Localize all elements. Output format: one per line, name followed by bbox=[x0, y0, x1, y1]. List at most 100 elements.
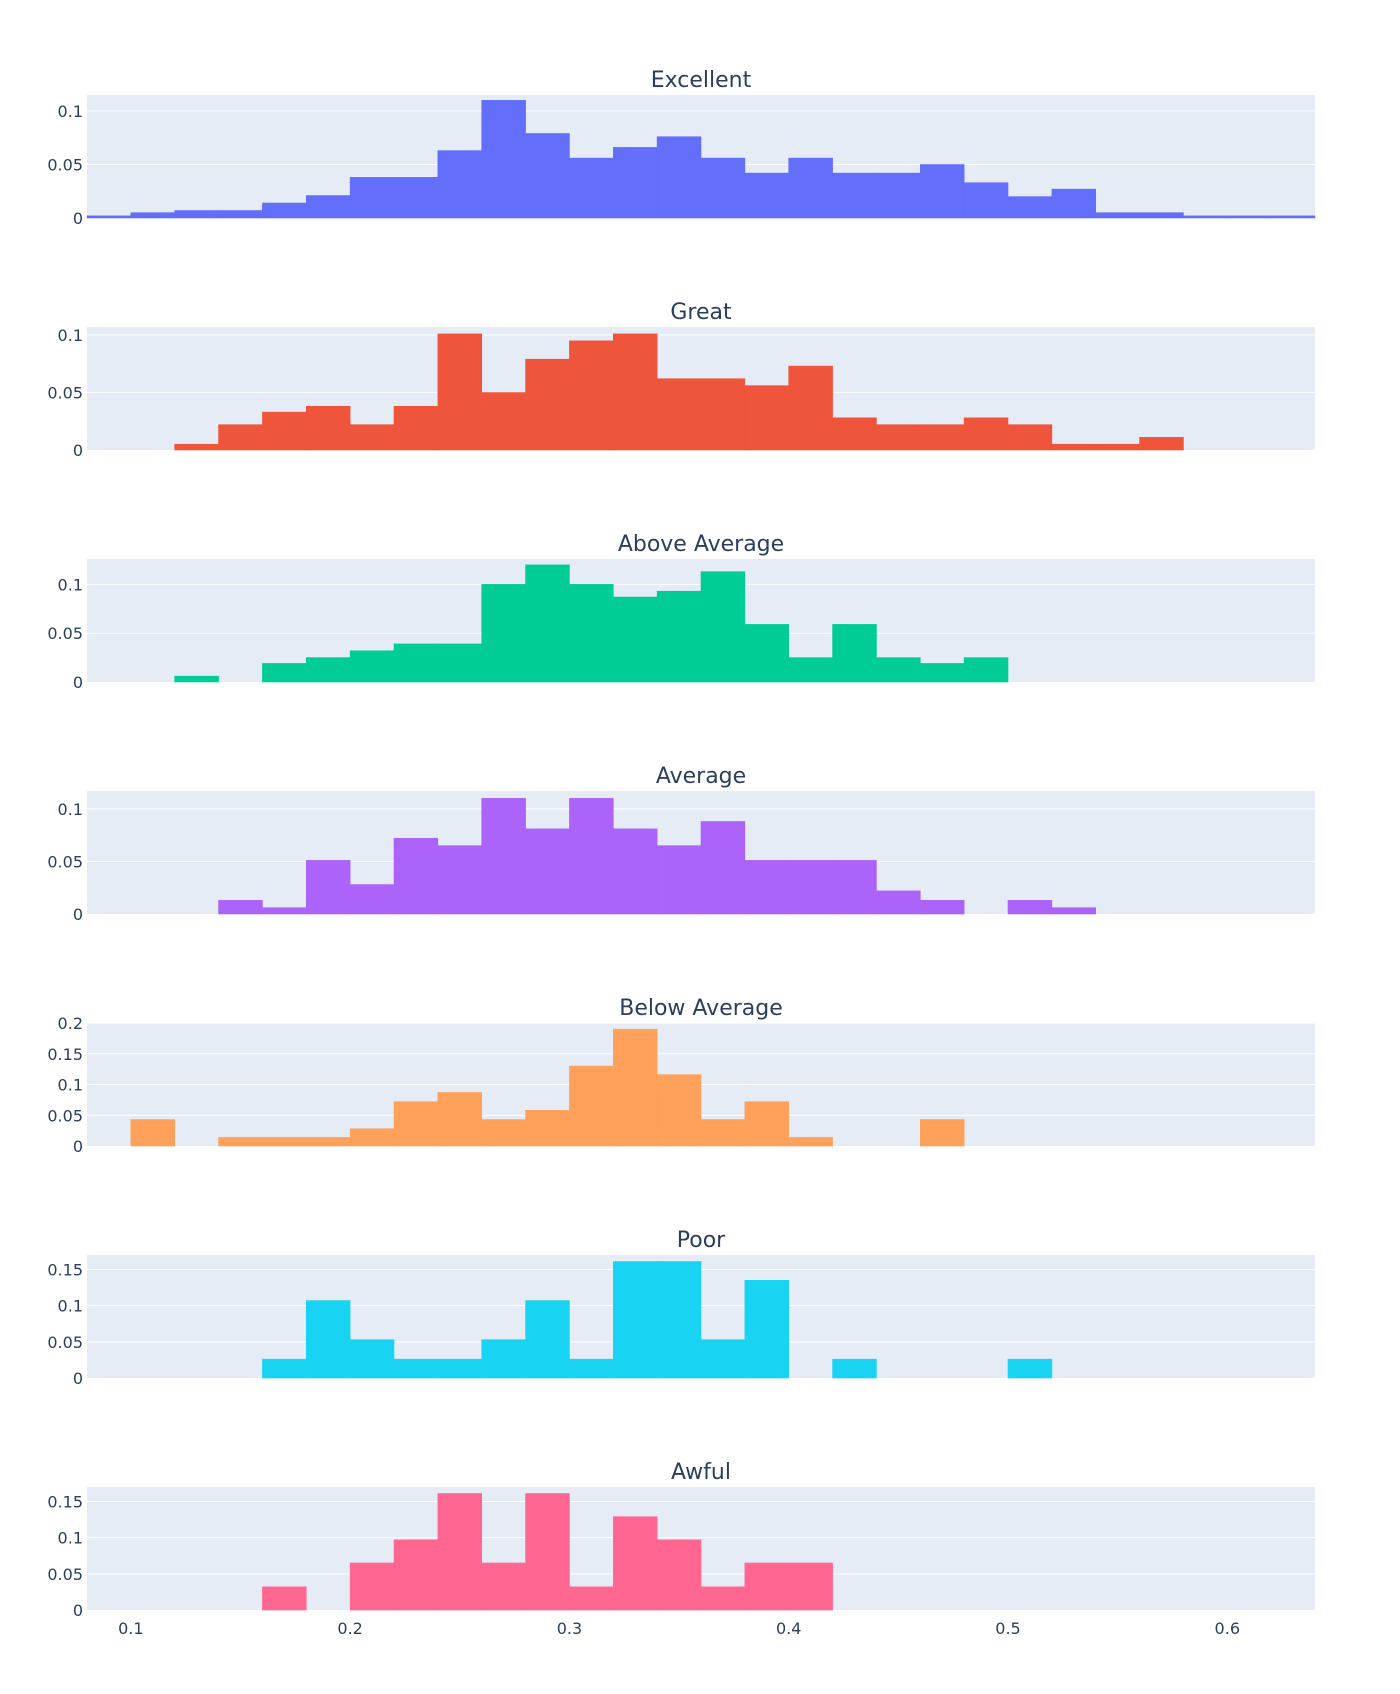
panel-excellent: 0 0.05 0.1 Excellent bbox=[47, 68, 1316, 228]
histogram-bar bbox=[525, 828, 570, 915]
histogram-bar bbox=[393, 406, 439, 451]
histogram-bar bbox=[525, 1110, 570, 1147]
histogram-bar bbox=[305, 657, 351, 683]
y-tick-label: 0 bbox=[73, 1369, 83, 1388]
histogram-bar bbox=[481, 100, 526, 219]
histogram-bar bbox=[1051, 188, 1097, 219]
histogram-bar bbox=[569, 157, 614, 219]
y-tick-label: 0 bbox=[73, 1601, 83, 1620]
histogram-bar bbox=[744, 385, 790, 451]
panel-title: Great bbox=[670, 300, 732, 325]
y-tick-label: 0.05 bbox=[47, 384, 83, 403]
histogram-bar bbox=[393, 643, 439, 683]
histogram-bar bbox=[612, 1028, 658, 1147]
histogram-bar bbox=[788, 157, 833, 219]
histogram-bar bbox=[876, 172, 921, 219]
histogram-bar bbox=[1051, 443, 1097, 451]
histogram-bar bbox=[656, 1539, 702, 1611]
histogram-bar bbox=[218, 210, 263, 219]
histogram-bar bbox=[700, 571, 746, 683]
histogram-bar bbox=[305, 860, 351, 915]
y-tick-label: 0.1 bbox=[58, 1297, 83, 1316]
histogram-bar bbox=[349, 424, 395, 451]
histogram-bar bbox=[656, 845, 702, 915]
y-tick-label: 0.1 bbox=[58, 575, 83, 594]
histogram-bar bbox=[437, 845, 483, 915]
y-tick-label: 0.05 bbox=[47, 852, 83, 871]
histogram-bar bbox=[744, 1562, 790, 1611]
y-tick-label: 0.05 bbox=[47, 156, 83, 175]
histogram-bar bbox=[656, 1074, 702, 1147]
histogram-bar bbox=[349, 1562, 395, 1611]
histogram-bar bbox=[963, 182, 1009, 219]
x-tick-label: 0.3 bbox=[557, 1619, 582, 1638]
histogram-bar bbox=[919, 900, 965, 915]
histogram-bar bbox=[174, 443, 219, 451]
histogram-bar bbox=[1139, 437, 1184, 451]
histogram-bar bbox=[788, 657, 833, 683]
histogram-bar bbox=[919, 164, 965, 219]
panel-title: Above Average bbox=[618, 532, 784, 557]
y-tick-label: 0.05 bbox=[47, 1106, 83, 1125]
histogram-bar bbox=[919, 663, 965, 683]
panel-title: Awful bbox=[671, 1460, 731, 1485]
panel-poor: 0 0.05 0.1 0.15 Poor bbox=[47, 1228, 1315, 1388]
histogram-bar bbox=[130, 1119, 176, 1147]
histogram-bar bbox=[349, 177, 395, 219]
histogram-bar bbox=[262, 1358, 307, 1379]
histogram-bar bbox=[437, 643, 483, 683]
histogram-bar bbox=[262, 1586, 307, 1611]
histogram-bar bbox=[262, 202, 307, 219]
histogram-bar bbox=[919, 1119, 965, 1147]
histogram-bar bbox=[1007, 424, 1053, 451]
histogram-bar bbox=[481, 584, 526, 683]
histogram-bar bbox=[612, 1516, 658, 1611]
histogram-bar bbox=[481, 1339, 526, 1379]
histogram-bar bbox=[393, 1101, 439, 1147]
x-tick-label: 0.6 bbox=[1215, 1619, 1240, 1638]
histogram-bar bbox=[437, 1493, 483, 1611]
histogram-bar bbox=[1270, 215, 1316, 219]
histogram-bar bbox=[393, 838, 439, 915]
histogram-bar bbox=[832, 1358, 877, 1379]
histogram-bar bbox=[393, 1358, 439, 1379]
histogram-bar bbox=[1095, 212, 1140, 219]
histogram-bar bbox=[700, 1339, 746, 1379]
histogram-bar bbox=[1007, 1358, 1053, 1379]
histogram-bar bbox=[130, 212, 176, 219]
histogram-bar bbox=[744, 172, 790, 219]
panel-awful: 0 0.05 0.1 0.15 Awful 0.1 0.2 0.3 0.4 0.5 0.6 bbox=[47, 1460, 1315, 1638]
histogram-bar bbox=[788, 860, 833, 915]
histogram-bar bbox=[1226, 215, 1272, 219]
histogram-bar bbox=[481, 392, 526, 451]
y-tick-label: 0 bbox=[73, 441, 83, 460]
y-tick-label: 0.05 bbox=[47, 1565, 83, 1584]
histogram-bar bbox=[1183, 215, 1228, 219]
histogram-bar bbox=[963, 657, 1009, 683]
histogram-bar bbox=[1095, 443, 1140, 451]
histogram-bar bbox=[525, 1493, 570, 1611]
histogram-bar bbox=[612, 828, 658, 915]
histogram-bar bbox=[700, 157, 746, 219]
x-tick-label: 0.2 bbox=[337, 1619, 362, 1638]
histogram-bar bbox=[612, 147, 658, 219]
histogram-bar bbox=[612, 596, 658, 683]
histogram-bar bbox=[788, 1562, 833, 1611]
histogram-bar bbox=[700, 1119, 746, 1147]
x-tick-label: 0.5 bbox=[995, 1619, 1020, 1638]
histogram-bar bbox=[569, 1358, 614, 1379]
histogram-bar bbox=[876, 657, 921, 683]
y-tick-label: 0.05 bbox=[47, 1333, 83, 1352]
panel-below-average: 0 0.05 0.1 0.15 0.2 Below Average bbox=[47, 996, 1315, 1156]
panel-title: Poor bbox=[677, 1228, 726, 1253]
histogram-bar bbox=[569, 1586, 614, 1611]
y-tick-label: 0.2 bbox=[58, 1014, 83, 1033]
histogram-bar bbox=[1139, 212, 1184, 219]
histogram-bar bbox=[262, 907, 307, 915]
histogram-bar bbox=[481, 1119, 526, 1147]
panel-title: Below Average bbox=[619, 996, 783, 1021]
histogram-bar bbox=[305, 1137, 351, 1147]
panel-average: 0 0.05 0.1 Average bbox=[47, 764, 1315, 924]
histogram-bar bbox=[218, 900, 263, 915]
